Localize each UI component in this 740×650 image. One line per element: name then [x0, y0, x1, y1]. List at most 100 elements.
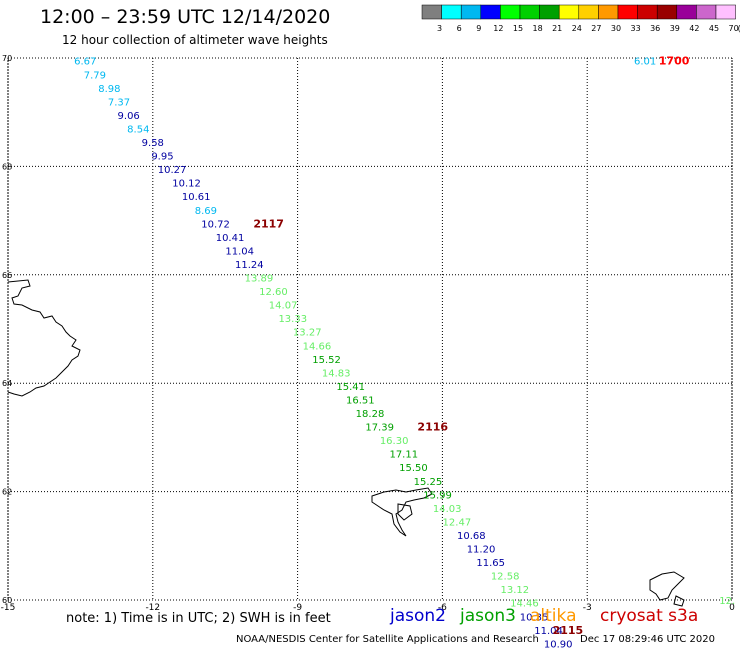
lon-tick-label: -3 — [583, 603, 592, 613]
wave-height-value: 17.11 — [389, 450, 418, 461]
wave-height-value: 17.39 — [365, 423, 394, 434]
wave-height-value: 11.65 — [476, 558, 505, 569]
wave-height-value: 15.41 — [336, 382, 365, 393]
color-swatch — [656, 4, 678, 20]
color-swatch — [637, 4, 658, 20]
lon-tick-label: -15 — [1, 603, 16, 613]
wave-height-value: 12.47 — [443, 517, 472, 528]
pass-time-label: 2116 — [417, 421, 448, 434]
axis-labels: -15 -12 -9 -6 -3 0 70 68 66 64 62 60 — [1, 54, 735, 613]
color-scale-label: 39 — [670, 24, 680, 33]
color-scale-label: 21 — [552, 24, 562, 33]
color-swatch — [500, 4, 521, 20]
lon-tick-label: -12 — [145, 603, 160, 613]
wave-height-value: 13.33 — [278, 314, 307, 325]
wave-height-value: 12. — [719, 596, 735, 607]
legend-jason3: jason3 — [460, 606, 516, 626]
wave-height-value: 15.99 — [423, 490, 452, 501]
coastline — [7, 279, 685, 607]
footer-note: note: 1) Time is in UTC; 2) SWH is in fe… — [66, 611, 331, 626]
legend-altika: altika — [530, 606, 577, 626]
color-scale-label: 30 — [611, 24, 621, 33]
wave-height-value: 15.25 — [414, 477, 443, 488]
wave-height-value: 13.89 — [245, 274, 274, 285]
credit-text: NOAA/NESDIS Center for Satellite Applica… — [236, 634, 539, 645]
lat-tick-label: 60 — [2, 596, 12, 605]
color-scale-label: 45 — [709, 24, 719, 33]
color-scale-label: 70 — [729, 24, 739, 33]
color-scale-label: 18 — [533, 24, 543, 33]
wave-height-value: 14.66 — [303, 341, 332, 352]
color-swatch — [421, 4, 442, 20]
color-scale-label: 33 — [631, 24, 641, 33]
wave-height-value: 8.69 — [195, 206, 217, 217]
color-scale-unit: (ft) — [738, 24, 740, 33]
page-title: 12:00 – 23:59 UTC 12/14/2020 — [40, 6, 331, 28]
lon-tick-label: 0 — [729, 603, 735, 613]
wave-height-value: 9.95 — [151, 152, 173, 163]
lat-tick-label: 70 — [2, 54, 12, 63]
page-subtitle: 12 hour collection of altimeter wave hei… — [62, 33, 328, 47]
legend-cryosat-s3a: cryosat s3a — [600, 606, 699, 626]
color-scale-label: 27 — [591, 24, 601, 33]
wave-height-value: 6.67 — [74, 57, 96, 68]
lat-tick-label: 68 — [2, 162, 12, 171]
pass-time-labels: 21172116211521141700 — [253, 55, 690, 637]
generation-timestamp: Dec 17 08:29:46 UTC 2020 — [580, 634, 715, 645]
wave-height-readings: 6.67 7.79 8.98 7.37 9.06 8.54 9.58 9.95 10.27 10.… — [74, 57, 735, 650]
wave-height-value: 15.50 — [399, 463, 428, 474]
wave-height-value: 18.28 — [356, 409, 385, 420]
wave-height-value: 10.12 — [172, 179, 201, 190]
wave-height-value: 13.12 — [500, 585, 529, 596]
wave-height-value: 15.52 — [312, 355, 341, 366]
legend-jason2: jason2 — [390, 606, 446, 626]
color-swatch — [676, 4, 697, 20]
color-swatch — [441, 4, 462, 20]
lon-tick-label: -9 — [293, 603, 302, 613]
wave-height-value: 7.37 — [108, 97, 130, 108]
wave-height-value: 16.51 — [346, 395, 375, 406]
wave-height-value: 11.04 — [534, 626, 563, 637]
wave-height-value: 8.98 — [98, 84, 120, 95]
wave-height-value: 16.30 — [380, 436, 409, 447]
wave-height-value: 14.46 — [510, 599, 539, 610]
color-swatch — [539, 4, 560, 20]
wave-height-value: 10.61 — [182, 192, 211, 203]
lat-tick-label: 62 — [2, 488, 12, 497]
pass-time-label: 1700 — [659, 55, 690, 68]
color-swatch — [578, 4, 599, 20]
map-gridlines — [7, 57, 733, 601]
wave-height-value: 6.01 — [634, 57, 656, 68]
color-scale-label: 36 — [650, 24, 660, 33]
wave-height-value: 9.06 — [118, 111, 140, 122]
color-swatch — [598, 4, 619, 20]
wave-height-value: 14.83 — [322, 368, 351, 379]
wave-height-value: 10.41 — [216, 233, 245, 244]
wave-height-value: 11.20 — [467, 545, 496, 556]
color-scale-label: 42 — [689, 24, 699, 33]
pass-time-label: 2117 — [253, 217, 284, 230]
wave-height-value: 12.60 — [259, 287, 288, 298]
wave-height-value: 9.58 — [142, 138, 164, 149]
color-swatch — [617, 4, 638, 20]
color-scale-label: 12 — [493, 24, 503, 33]
color-scale-label: 3 — [437, 24, 442, 33]
wave-height-value: 13.27 — [293, 328, 322, 339]
wave-height-value: 10.90 — [544, 639, 573, 650]
wave-height-value: 14.07 — [269, 301, 298, 312]
color-scale-label: 9 — [476, 24, 481, 33]
color-scale-label: 24 — [572, 24, 582, 33]
color-swatch — [696, 4, 717, 20]
pass-time-label: 2115 — [553, 624, 584, 637]
color-swatch — [519, 4, 540, 20]
lon-tick-label: -6 — [438, 603, 447, 613]
wave-height-value: 11.04 — [225, 246, 254, 257]
wave-height-value: 10.68 — [457, 531, 486, 542]
wave-height-value: 10.27 — [158, 165, 187, 176]
wave-height-value: 10.35 — [520, 612, 549, 623]
wave-height-value: 12.58 — [491, 572, 520, 583]
lat-tick-label: 66 — [2, 271, 12, 280]
wave-height-value: 14.03 — [433, 504, 462, 515]
